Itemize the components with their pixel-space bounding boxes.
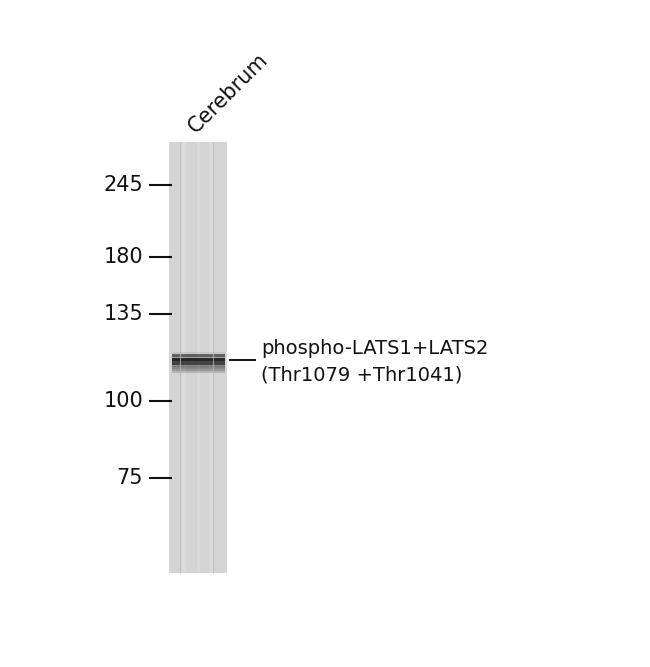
Bar — [172, 354, 225, 358]
Bar — [172, 362, 225, 369]
Bar — [170, 141, 228, 573]
Text: Cerebrum: Cerebrum — [184, 49, 272, 137]
Text: 135: 135 — [103, 303, 143, 323]
Text: phospho-LATS1+LATS2: phospho-LATS1+LATS2 — [261, 339, 488, 358]
Bar — [209, 141, 213, 573]
Bar — [172, 366, 225, 373]
Bar — [172, 352, 225, 358]
Bar — [172, 358, 225, 365]
Text: (Thr1079 +Thr1041): (Thr1079 +Thr1041) — [261, 366, 462, 385]
Bar — [182, 141, 186, 573]
Bar — [172, 356, 225, 363]
Bar — [172, 360, 225, 367]
Text: 180: 180 — [103, 247, 143, 267]
Bar — [172, 364, 225, 371]
Bar — [172, 358, 225, 365]
Bar — [197, 141, 200, 573]
Text: 245: 245 — [103, 175, 143, 195]
Text: 100: 100 — [103, 391, 143, 411]
Bar — [172, 358, 225, 362]
Bar — [172, 354, 225, 360]
Text: 75: 75 — [117, 468, 143, 488]
